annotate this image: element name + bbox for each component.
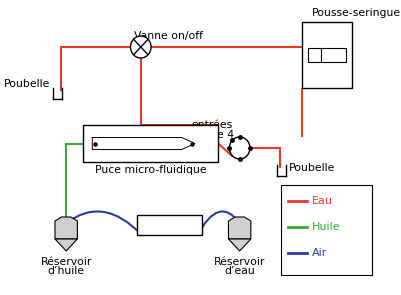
- Text: entrées: entrées: [191, 120, 232, 130]
- Text: d’huile: d’huile: [48, 266, 85, 276]
- Bar: [302, 22, 352, 88]
- Bar: [281, 185, 372, 275]
- Text: Réservoir: Réservoir: [214, 257, 265, 267]
- Text: Poubelle: Poubelle: [289, 163, 336, 173]
- Polygon shape: [229, 239, 251, 251]
- Polygon shape: [55, 217, 77, 239]
- Text: d’eau: d’eau: [224, 266, 255, 276]
- Polygon shape: [229, 217, 251, 239]
- Circle shape: [229, 137, 250, 159]
- Text: Poubelle: Poubelle: [4, 79, 50, 89]
- Text: Pression: Pression: [147, 220, 192, 230]
- Bar: [83, 125, 218, 162]
- Polygon shape: [55, 239, 77, 251]
- Text: Huile: Huile: [312, 222, 340, 232]
- Text: Puce micro-fluidique: Puce micro-fluidique: [95, 165, 207, 175]
- Text: Pousse-seringue: Pousse-seringue: [312, 8, 401, 18]
- Text: Vanne 4: Vanne 4: [190, 130, 234, 140]
- Text: Vanne on/off: Vanne on/off: [134, 31, 203, 41]
- Circle shape: [131, 36, 151, 58]
- Text: Eau: Eau: [312, 196, 332, 206]
- Text: Réservoir: Réservoir: [41, 257, 92, 267]
- Bar: [308, 48, 346, 62]
- Text: Air: Air: [312, 248, 327, 258]
- Bar: [137, 215, 203, 235]
